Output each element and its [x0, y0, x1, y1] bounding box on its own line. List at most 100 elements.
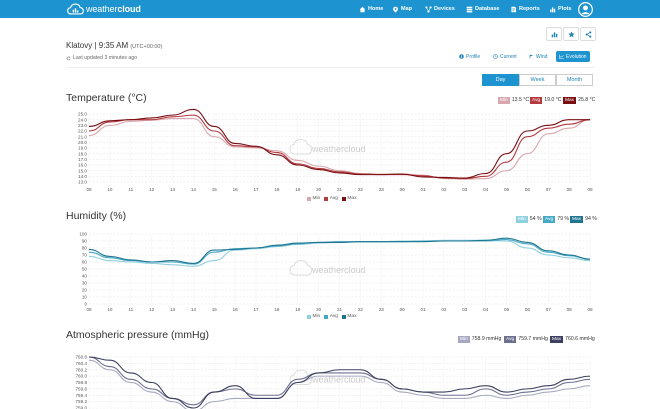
x-tick-label: 15: [212, 187, 218, 192]
temp-max-stat: Max 25.8 °C: [563, 96, 596, 104]
watermark-cloud-icon: [289, 369, 313, 385]
star-icon: [567, 30, 575, 37]
x-tick-label: 19: [295, 307, 301, 312]
series-line-max: [88, 108, 590, 179]
x-tick-label: 19: [295, 187, 301, 192]
y-tick-label: 14.0: [78, 174, 87, 179]
x-tick-label: 04: [483, 187, 489, 192]
refresh-icon: [66, 56, 71, 60]
top-nav-bar: weathercloud Home Map Devices Database R…: [0, 0, 660, 18]
x-tick-label: 16: [233, 307, 239, 312]
humidity-title: Humidity (%): [66, 210, 127, 222]
press-avg-stat: Avg 759.7 mmHg: [504, 335, 548, 343]
hum-avg-stat: Avg 79 %: [543, 215, 570, 223]
y-tick-label: 40: [82, 274, 88, 279]
series-line-max: [88, 237, 591, 264]
report-icon: [511, 6, 516, 12]
x-tick-label: 16: [233, 187, 239, 192]
cloud-logo-icon: [67, 3, 84, 15]
x-tick-label: 21: [337, 187, 343, 192]
watermark-cloud-icon: [289, 259, 313, 276]
temperature-legend: Min Avg Max: [303, 196, 356, 201]
share-icon: [585, 30, 591, 38]
period-day[interactable]: Day: [482, 74, 519, 86]
y-tick-label: 0: [84, 302, 87, 307]
y-tick-label: 90: [82, 239, 88, 244]
y-tick-label: 760.2: [76, 367, 88, 372]
station-title: Klatovy | 9:35 AM (UTC+00:00): [66, 41, 163, 50]
y-tick-label: 759.4: [76, 393, 88, 398]
watermark-cloud-icon: [289, 138, 313, 155]
x-tick-label: 23: [379, 307, 385, 312]
y-tick-label: 25.0: [78, 112, 87, 117]
y-tick-label: 759.2: [76, 399, 88, 404]
clock-icon: [493, 54, 498, 59]
series-line-min: [88, 359, 591, 409]
tab-profile[interactable]: Profile: [456, 51, 483, 62]
y-tick-label: 759.6: [76, 386, 88, 391]
share-button[interactable]: [580, 27, 596, 41]
timezone-label: (UTC+00:00): [130, 44, 163, 50]
x-tick-label: 09: [86, 187, 92, 192]
y-tick-label: 15.0: [78, 168, 87, 173]
y-tick-label: 22.0: [78, 129, 87, 134]
y-tick-label: 20.0: [78, 140, 87, 145]
pressure-title: Atmospheric pressure (mmHg): [66, 329, 209, 341]
nav-database[interactable]: Database: [466, 0, 499, 18]
x-tick-label: 14: [191, 187, 197, 192]
y-tick-label: 13.0: [78, 180, 87, 185]
nav-reports[interactable]: Reports: [510, 0, 540, 18]
x-tick-label: 11: [128, 307, 133, 312]
x-tick-label: 14: [191, 307, 197, 312]
temp-avg-stat: Avg 19.0 °C: [530, 96, 562, 104]
x-tick-label: 03: [462, 307, 468, 312]
favorite-button[interactable]: [563, 27, 579, 41]
period-week[interactable]: Week: [519, 74, 556, 86]
x-tick-label: 05: [504, 307, 510, 312]
x-tick-label: 02: [441, 307, 447, 312]
nav-home[interactable]: Home: [359, 0, 383, 18]
y-tick-label: 70: [82, 253, 88, 258]
tab-wind[interactable]: Wind: [526, 51, 550, 62]
weathercloud-logo[interactable]: weathercloud: [67, 2, 141, 16]
nav-devices[interactable]: Devices: [425, 0, 455, 18]
x-tick-label: 09: [587, 187, 593, 192]
temp-min-stat: Min 13.5 °C: [498, 96, 530, 104]
y-tick-label: 21.0: [78, 134, 87, 139]
x-tick-label: 15: [212, 307, 218, 312]
x-tick-label: 10: [107, 307, 113, 312]
x-tick-label: 20: [316, 187, 322, 192]
period-month[interactable]: Month: [556, 74, 593, 86]
database-icon: [466, 6, 473, 12]
series-line-avg: [88, 114, 591, 180]
y-tick-label: 760.4: [76, 361, 88, 366]
series-line-max: [88, 356, 591, 409]
x-tick-label: 01: [420, 187, 426, 192]
x-tick-label: 01: [420, 307, 426, 312]
x-tick-label: 00: [400, 307, 406, 312]
x-tick-label: 13: [170, 187, 176, 192]
tab-evolution[interactable]: Evolution: [556, 51, 590, 62]
x-tick-label: 13: [170, 307, 176, 312]
hum-max-stat: Max 94 %: [570, 215, 597, 223]
nav-plots[interactable]: Plots: [549, 0, 571, 18]
x-tick-label: 07: [546, 187, 552, 192]
press-max-stat: Max 760.6 mmHg: [550, 335, 595, 343]
y-tick-label: 20: [82, 288, 88, 293]
header-divider: [66, 67, 595, 68]
logo-text: weathercloud: [86, 4, 141, 14]
x-tick-label: 00: [400, 187, 406, 192]
y-tick-label: 23.0: [78, 123, 87, 128]
y-tick-label: 759.8: [76, 380, 88, 385]
y-tick-label: 18.0: [78, 151, 87, 156]
y-tick-label: 17.0: [78, 157, 87, 162]
y-tick-label: 16.0: [78, 163, 87, 168]
x-tick-label: 09: [86, 307, 92, 312]
user-avatar-icon[interactable]: [578, 2, 593, 17]
x-tick-label: 04: [483, 307, 489, 312]
nav-map[interactable]: Map: [392, 0, 412, 18]
x-tick-label: 23: [379, 187, 385, 192]
stats-button[interactable]: [546, 27, 562, 41]
tab-current[interactable]: Current: [490, 51, 520, 62]
